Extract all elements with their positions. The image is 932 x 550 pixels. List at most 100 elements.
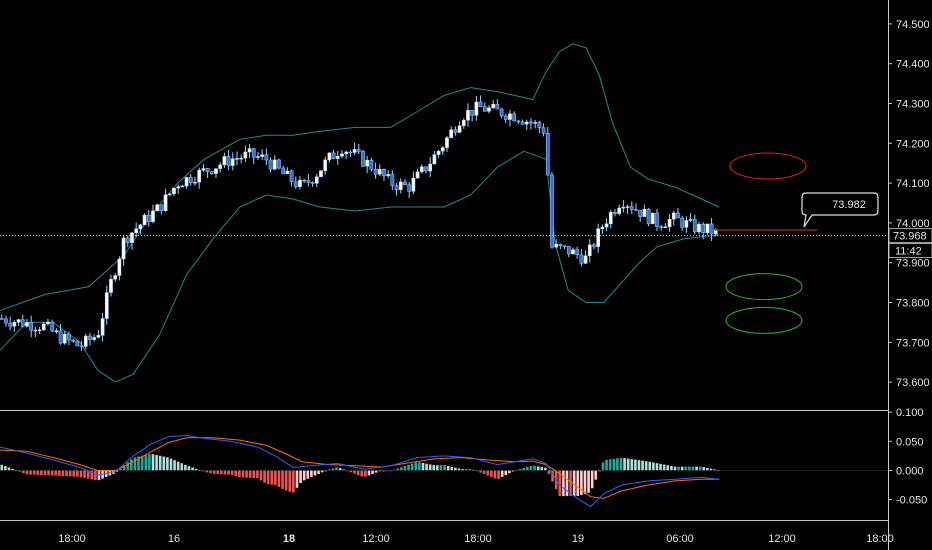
candle-body (25, 322, 29, 327)
macd-histogram-bar (158, 455, 162, 471)
candle-body (352, 149, 357, 153)
macd-histogram-bar (346, 470, 349, 472)
macd-histogram-bar (428, 464, 432, 471)
macd-histogram-bar (90, 470, 94, 480)
macd-histogram-bar (439, 465, 443, 471)
candle-body (310, 182, 315, 184)
candle-body (348, 151, 353, 154)
candle-body (121, 237, 126, 260)
macd-histogram-bar (468, 468, 472, 471)
macd-histogram-bar (54, 470, 58, 476)
macd-histogram-bar (256, 470, 259, 479)
candle-body (545, 132, 550, 176)
macd-histogram-bar (587, 470, 590, 493)
macd-histogram-bar (583, 470, 587, 494)
price-axis-label: 73.900 (896, 258, 930, 270)
candle-body (243, 151, 248, 159)
macd-histogram-bar (666, 465, 670, 471)
candle-body (461, 120, 466, 127)
macd-histogram-bar (83, 470, 86, 478)
candle-body (8, 322, 13, 327)
time-axis-label: 19 (572, 533, 584, 545)
macd-histogram-bar (659, 463, 662, 471)
candle-body (184, 177, 189, 187)
last-price-badge: 73.968 (888, 228, 932, 244)
macd-histogram-bar (382, 470, 385, 472)
macd-axis-label: 0.100 (896, 407, 924, 419)
macd-histogram-bar (605, 459, 608, 471)
macd-histogram-bar (641, 460, 644, 471)
candle-body (247, 148, 252, 153)
price-pane[interactable]: 73.982 (0, 43, 888, 383)
price-axis-label: 73.700 (896, 337, 930, 349)
candle-body (541, 127, 546, 134)
candle-body (277, 159, 281, 169)
macd-pane[interactable] (0, 434, 888, 508)
candle-body (554, 243, 559, 248)
macd-histogram-bar (18, 470, 22, 472)
macd-histogram-bar (115, 470, 119, 472)
candle-body (445, 137, 449, 148)
macd-histogram-bar (310, 470, 313, 478)
candle-body (701, 223, 706, 233)
macd-histogram-bar (490, 470, 493, 477)
macd-histogram-bar (536, 466, 540, 471)
candle-body (592, 244, 596, 247)
macd-histogram-bar (212, 470, 216, 474)
macd-histogram-bar (367, 470, 371, 476)
macd-histogram-bar (162, 456, 166, 471)
macd-histogram-bar (263, 470, 266, 483)
candle-body (403, 181, 407, 186)
macd-histogram-bar (4, 466, 7, 471)
countdown-label: 11:42 (895, 246, 922, 258)
price-axis-label: 74.400 (896, 59, 930, 71)
candle-body (583, 255, 588, 264)
candle-body (113, 275, 118, 280)
candle-body (104, 292, 109, 319)
candle-body (621, 206, 626, 209)
candle-body (600, 226, 605, 229)
candle-body (491, 104, 496, 109)
macd-histogram-bar (374, 470, 378, 473)
candle-body (529, 121, 533, 124)
candle-body (692, 219, 697, 233)
macd-histogram-bar (22, 470, 25, 474)
candle-body (222, 156, 227, 166)
candle-body (256, 156, 260, 158)
macd-histogram-bar (252, 470, 256, 478)
macd-histogram-bar (500, 470, 504, 477)
macd-histogram-bar (562, 470, 565, 497)
macd-histogram-bar (529, 465, 533, 471)
time-axis-label: 12:00 (768, 533, 796, 545)
macd-histogram-bar (547, 470, 551, 474)
candle-body (92, 337, 97, 340)
candle-body (151, 210, 155, 222)
candle-body (373, 168, 378, 175)
candle-body (659, 226, 664, 228)
candle-body (495, 104, 500, 110)
candle-body (667, 218, 672, 227)
price-axis-label: 73.800 (896, 298, 930, 310)
macd-histogram-bar (68, 470, 72, 477)
candle-body (415, 171, 420, 179)
macd-histogram-bar (497, 470, 500, 479)
macd-signal-line (0, 437, 720, 499)
candle-body (516, 120, 521, 123)
macd-histogram-bar (479, 470, 482, 473)
candle-body (230, 158, 235, 166)
macd-histogram-bar (360, 470, 364, 477)
macd-histogram-bar (288, 470, 292, 492)
candle-body (130, 232, 134, 243)
candle-body (382, 169, 386, 177)
macd-histogram-bar (504, 470, 508, 476)
candle-body (503, 115, 508, 120)
macd-histogram-bar (688, 466, 691, 471)
macd-histogram-bar (713, 469, 716, 471)
macd-histogram-bar (680, 466, 684, 471)
candle-body (482, 106, 487, 112)
macd-histogram-bar (248, 470, 252, 478)
macd-histogram-bar (371, 470, 374, 475)
macd-histogram-bar (238, 470, 241, 478)
candle-body (537, 122, 542, 129)
